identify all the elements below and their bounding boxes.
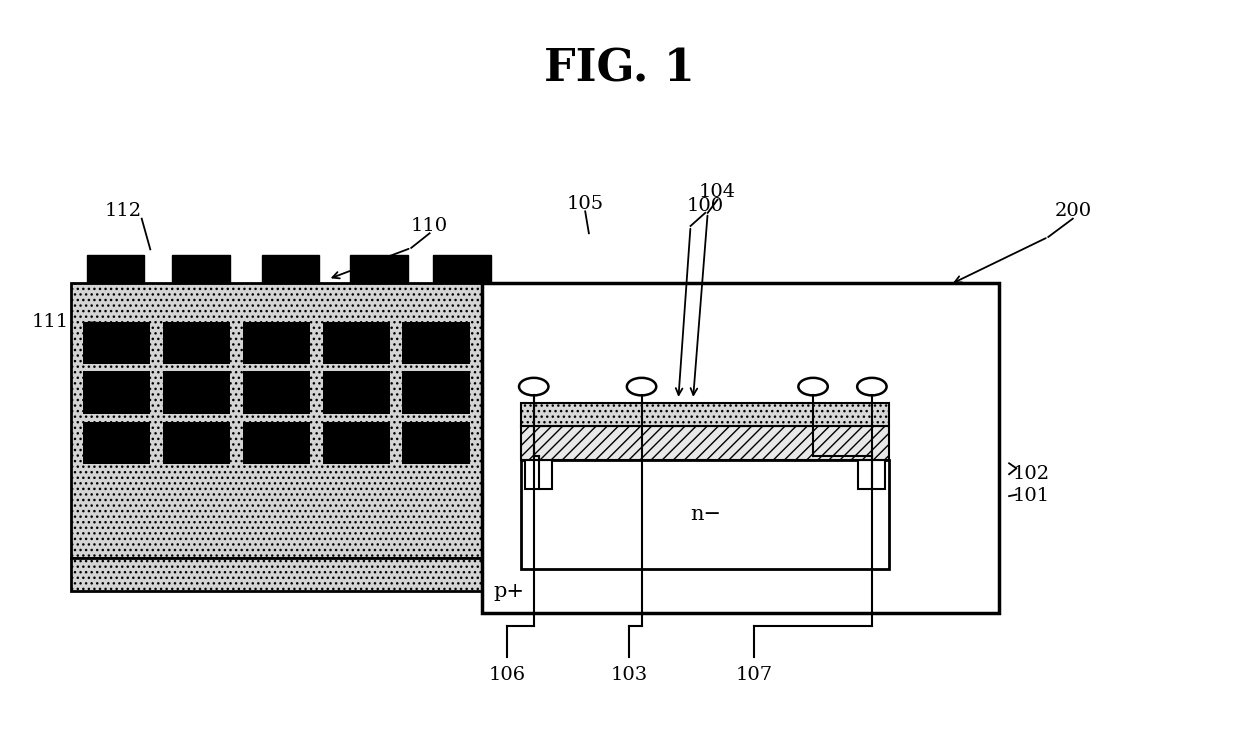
- Bar: [243, 371, 310, 414]
- Text: n−: n−: [690, 505, 721, 524]
- Bar: [243, 321, 310, 364]
- Bar: [322, 321, 390, 364]
- Bar: [71, 558, 482, 591]
- Text: 104: 104: [699, 183, 736, 202]
- Bar: [83, 321, 150, 364]
- Bar: [243, 422, 310, 464]
- Text: 110: 110: [411, 217, 449, 235]
- Bar: [434, 255, 491, 283]
- Bar: [522, 460, 890, 569]
- Text: 112: 112: [105, 202, 142, 220]
- Text: 100: 100: [686, 196, 724, 214]
- Bar: [482, 283, 1000, 613]
- Text: 105: 105: [566, 195, 603, 213]
- Text: 102: 102: [1012, 465, 1049, 483]
- Bar: [859, 460, 886, 489]
- Bar: [83, 422, 150, 464]
- Text: 111: 111: [31, 313, 68, 331]
- Bar: [403, 321, 470, 364]
- Text: 106: 106: [488, 666, 525, 684]
- Bar: [164, 321, 230, 364]
- Bar: [525, 460, 553, 489]
- Bar: [522, 426, 890, 460]
- Bar: [403, 422, 470, 464]
- Text: 107: 107: [736, 666, 773, 684]
- Bar: [87, 255, 144, 283]
- Bar: [261, 255, 320, 283]
- Text: 200: 200: [1054, 202, 1092, 220]
- Bar: [403, 371, 470, 414]
- Bar: [164, 371, 230, 414]
- Text: 101: 101: [1012, 487, 1049, 505]
- Bar: [322, 422, 390, 464]
- Bar: [164, 422, 230, 464]
- Bar: [83, 371, 150, 414]
- Bar: [349, 255, 408, 283]
- Text: FIG. 1: FIG. 1: [544, 47, 695, 90]
- Text: p+: p+: [493, 582, 525, 600]
- Text: 103: 103: [611, 666, 648, 684]
- Bar: [522, 403, 890, 426]
- Bar: [322, 371, 390, 414]
- Bar: [172, 255, 230, 283]
- Bar: [71, 283, 482, 558]
